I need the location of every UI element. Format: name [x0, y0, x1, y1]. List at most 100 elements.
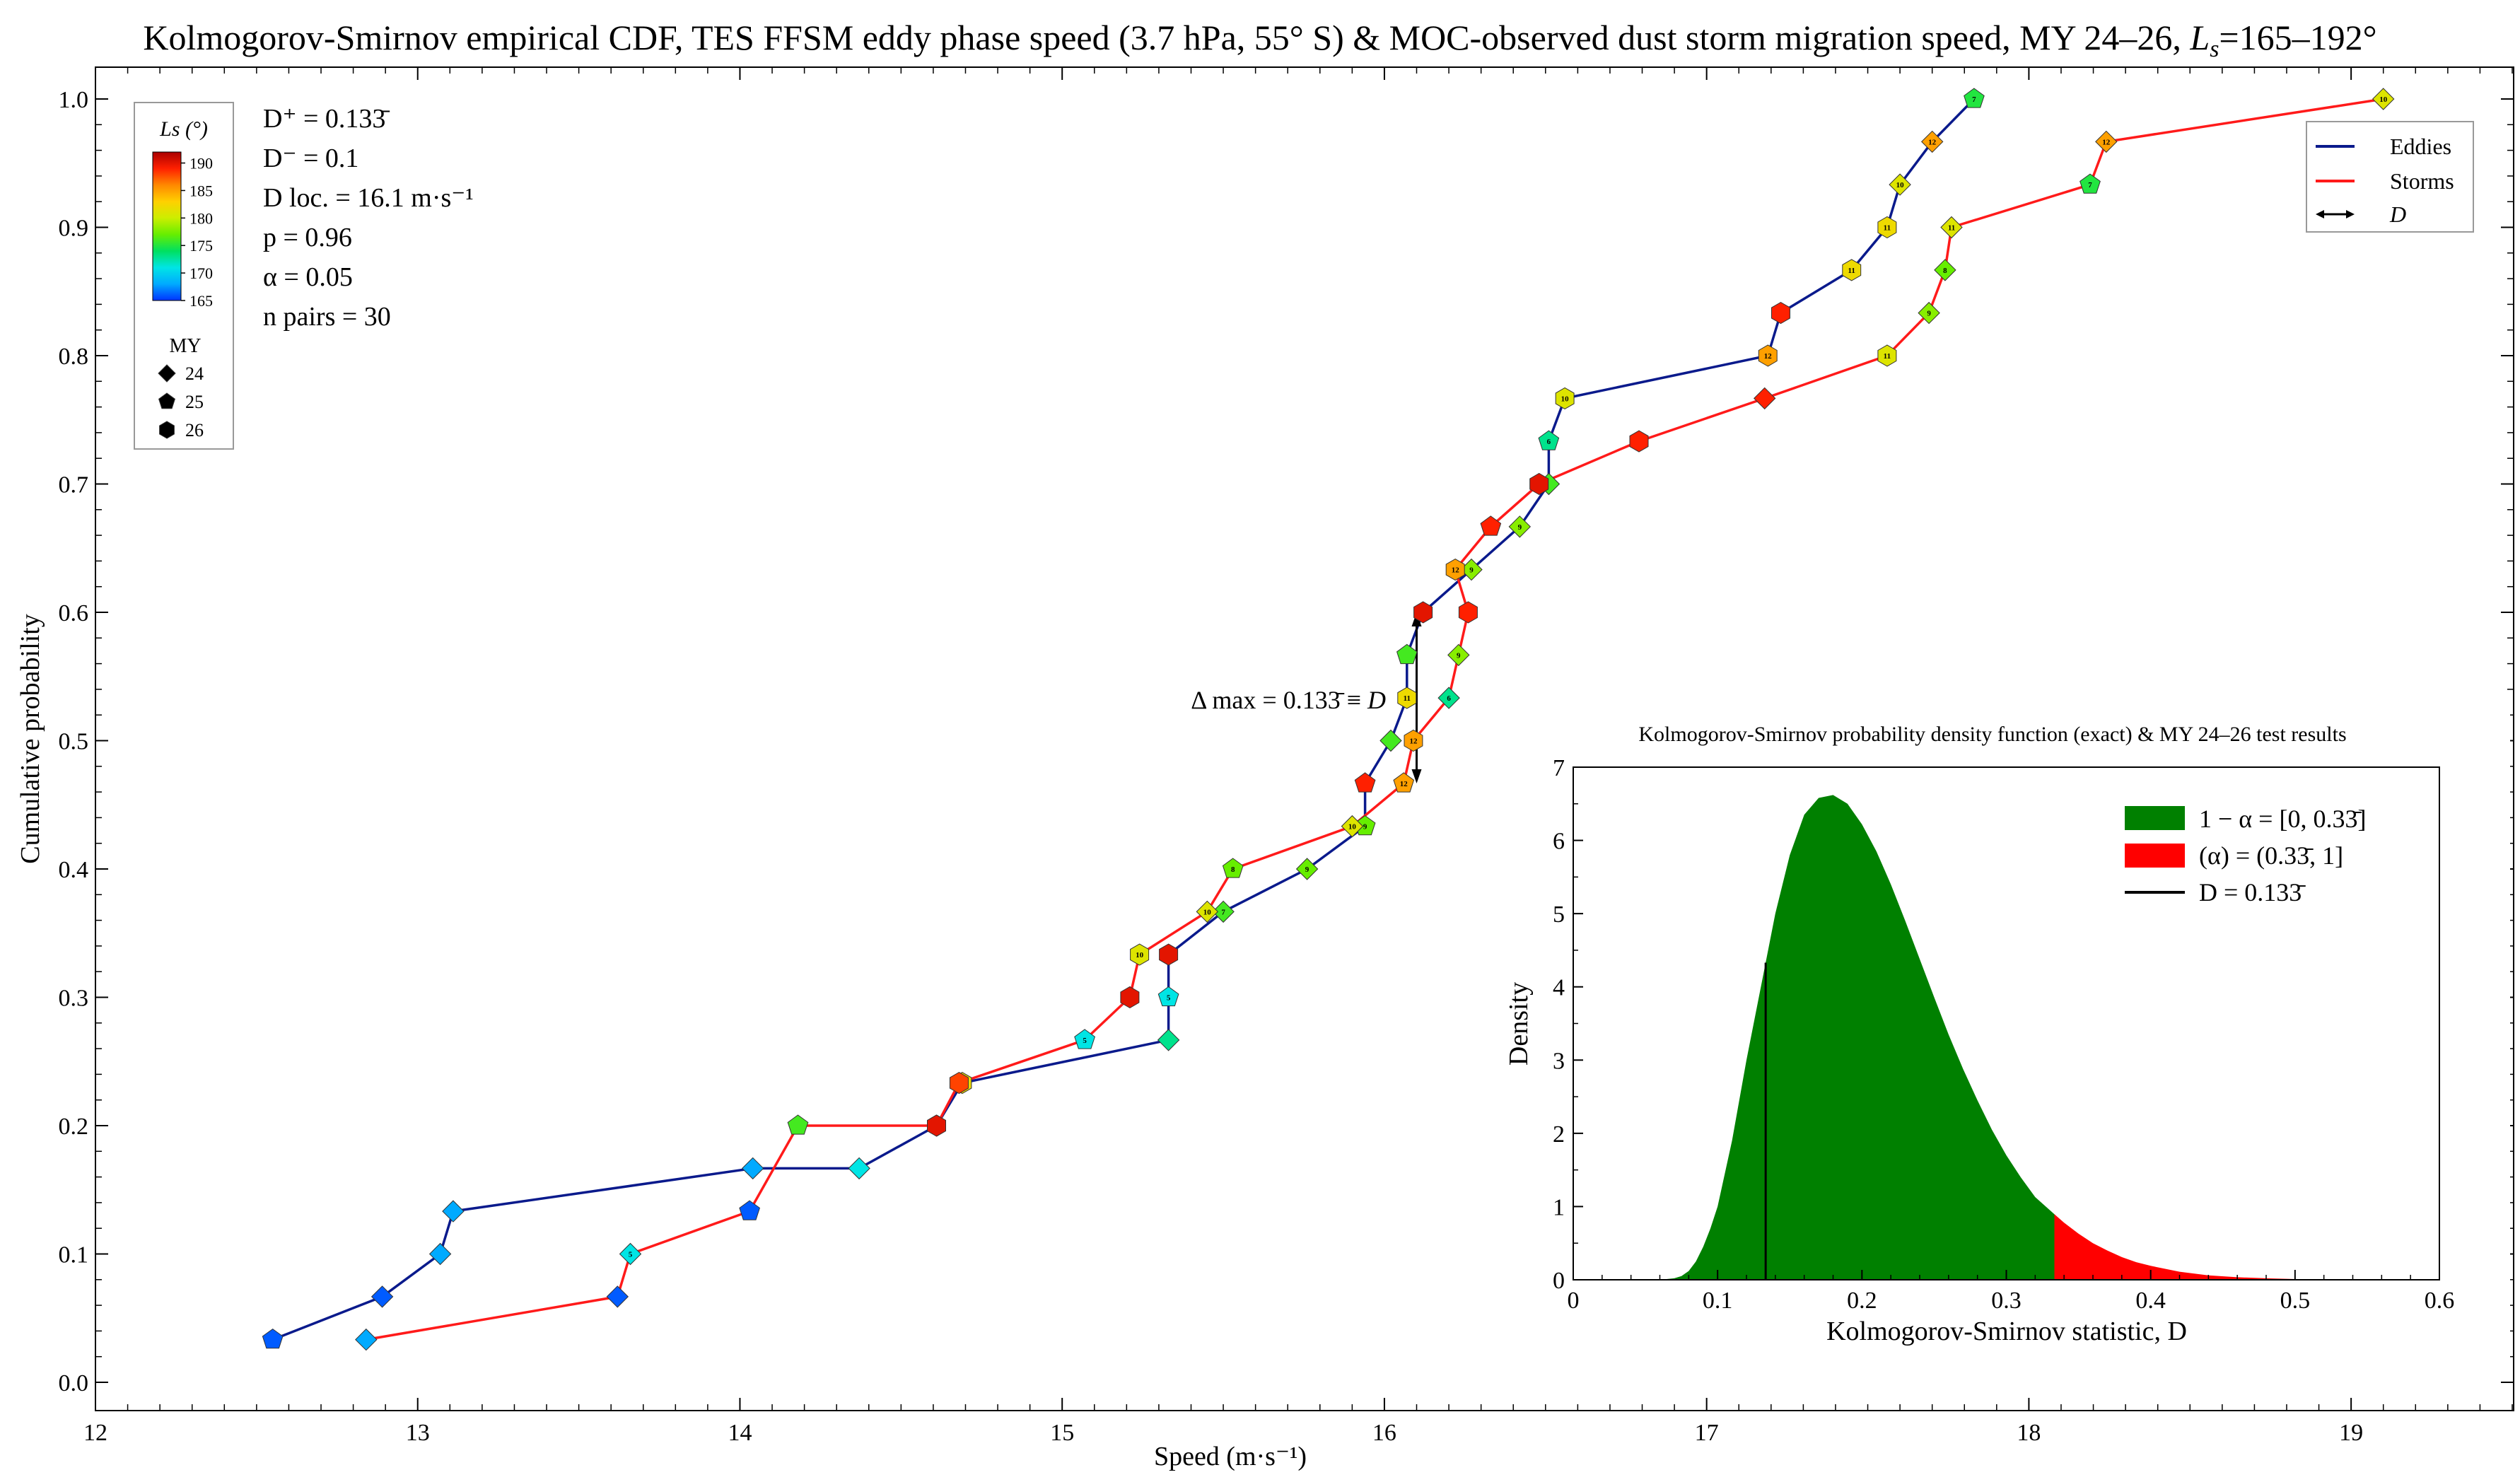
colorbar-gradient [152, 151, 182, 301]
inset-title: Kolmogorov-Smirnov probability density f… [1638, 723, 2346, 746]
colorbar-tick-label: 180 [189, 209, 213, 227]
legend-eddies-label: Eddies [2390, 134, 2451, 159]
stat-d-loc: D loc. = 16.1 m·s⁻¹ [263, 183, 474, 213]
colorbar-tick-label: 175 [189, 237, 213, 255]
point-label: 12 [1409, 737, 1418, 746]
point-label: 9 [1518, 523, 1522, 532]
eddies-point [1295, 858, 1319, 880]
y-tick-label: 0.6 [59, 600, 89, 626]
main-series-markers: 1157991199610121111101275510108101212691… [262, 88, 2395, 1351]
point-label: 11 [1884, 224, 1891, 233]
y-tick-label: 0.4 [59, 857, 89, 883]
inset-x-axis-label: Kolmogorov-Smirnov statistic, D [1826, 1317, 2187, 1346]
colorbar-legend: Ls (°) 190 185 180 175 170 165 MY 24 25 26 [134, 102, 234, 450]
eddies-point [371, 1285, 394, 1308]
point-label: 10 [2379, 95, 2388, 104]
point-label: 12 [2102, 138, 2111, 146]
eddies-point [1889, 173, 1911, 196]
series-legend: Eddies Storms D [2306, 121, 2474, 233]
d-annotation: Δ max = 0.133̄ ≡ D [1191, 686, 1386, 714]
storms-point [949, 1072, 969, 1095]
point-label: 11 [1848, 267, 1855, 275]
inset-y-tick-label: 0 [1553, 1268, 1565, 1294]
eddies-point [442, 1200, 465, 1223]
eddies-point [741, 1157, 764, 1180]
stat-p: p = 0.96 [263, 223, 352, 252]
inset-y-tick-label: 4 [1553, 975, 1565, 1001]
inset-y-tick-label: 3 [1553, 1048, 1565, 1074]
storms-point [1404, 729, 1423, 752]
point-label: 8 [1943, 267, 1947, 275]
eddies-point [1508, 515, 1532, 538]
stat-alpha: α = 0.05 [263, 262, 353, 292]
x-tick-label: 13 [406, 1420, 430, 1446]
main-y-axis-label: Cumulative probability [16, 614, 45, 864]
eddies-point [1555, 387, 1575, 409]
inset-y-tick-label: 2 [1553, 1121, 1565, 1148]
storms-point [2095, 130, 2118, 153]
stat-n-pairs: n pairs = 30 [263, 302, 391, 332]
colorbar-tick-label: 170 [189, 264, 213, 282]
point-label: 7 [2088, 181, 2092, 189]
main-x-axis-label: Speed (m·s⁻¹) [1154, 1442, 1307, 1471]
inset-pdf-chart: Kolmogorov-Smirnov probability density f… [1504, 707, 2510, 1368]
storms-point [1629, 430, 1649, 453]
eddies-point [1397, 687, 1417, 709]
inset-x-tick-label: 0.3 [1991, 1288, 2022, 1314]
storms-point [1529, 472, 1549, 496]
point-label: 8 [1231, 865, 1235, 874]
storms-point [927, 1114, 946, 1137]
inset-legend-green-swatch [2125, 806, 2185, 830]
inset-y-tick-label: 1 [1553, 1194, 1565, 1220]
colorbar-tick-label: 165 [189, 292, 213, 310]
storms-point [1753, 387, 1776, 410]
point-label: 11 [1404, 694, 1411, 703]
point-label: 10 [1348, 823, 1357, 832]
x-tick-label: 14 [728, 1420, 752, 1446]
point-label: 7 [1972, 95, 1976, 104]
y-tick-label: 0.0 [59, 1370, 89, 1396]
eddies-point [1159, 943, 1179, 966]
storms-point [1130, 943, 1150, 966]
y-tick-label: 0.1 [59, 1242, 89, 1268]
colorbar-ticks: 190 185 180 175 170 165 [181, 155, 213, 310]
colorbar-box [134, 102, 234, 450]
x-tick-label: 12 [83, 1420, 107, 1446]
point-label: 12 [1452, 566, 1460, 575]
storms-point [1877, 344, 1897, 367]
title-main: Kolmogorov-Smirnov empirical CDF, TES FF… [143, 18, 2190, 57]
storms-point [1480, 515, 1502, 536]
eddies-point [1157, 1029, 1180, 1051]
rejection-region-area [2054, 1214, 2439, 1280]
eddies-point [1771, 302, 1790, 325]
point-label: 12 [1928, 138, 1937, 146]
y-tick-label: 0.3 [59, 986, 89, 1012]
storms-point [2079, 173, 2101, 194]
storms-point [1934, 259, 1956, 281]
inset-x-tick-label: 0.5 [2280, 1288, 2311, 1314]
storms-point [1222, 858, 1244, 878]
main-axis-ticks: 12 13 14 15 16 17 18 190.00.10.20.30.40.50.60.7… [59, 67, 2514, 1446]
point-label: 9 [1305, 865, 1309, 874]
title-ls-symbol: L [2189, 18, 2210, 57]
point-label: 5 [1167, 994, 1171, 1003]
storms-point [1918, 301, 1940, 325]
point-label: 9 [1469, 566, 1474, 575]
annotation-main: Δ max = 0.133̄ ≡ [1191, 686, 1367, 714]
eddies-point [1964, 88, 1985, 108]
point-label: 6 [1447, 694, 1451, 703]
storms-point [1458, 601, 1478, 624]
point-label: 9 [1363, 823, 1367, 832]
eddies-point [1758, 344, 1778, 367]
stat-d-plus: D⁺ = 0.133̄ [263, 104, 390, 134]
point-label: 12 [1400, 780, 1408, 788]
eddies-point [1396, 643, 1418, 665]
storms-point [739, 1200, 760, 1220]
y-tick-label: 0.2 [59, 1114, 89, 1140]
storms-point [606, 1285, 629, 1308]
inset-y-tick-label: 7 [1553, 755, 1565, 781]
inset-axis-ticks: 0 0.1 0.2 0.3 0.4 0.5 0.6 0 1 2 3 4 5 6 7 [1553, 755, 2454, 1314]
x-tick-label: 19 [2339, 1420, 2363, 1446]
eddies-point [1877, 216, 1897, 239]
